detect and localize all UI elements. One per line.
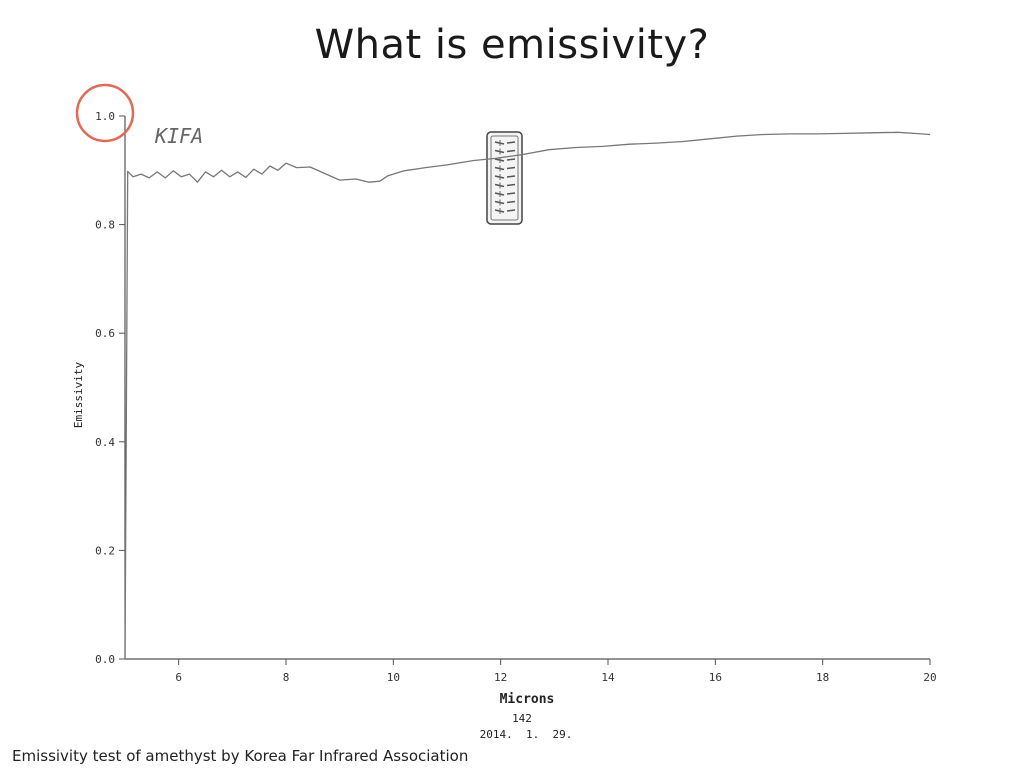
x-tick-label: 6	[175, 671, 182, 684]
y-tick-label: 0.8	[95, 219, 115, 232]
stamp-glyph	[506, 175, 516, 178]
stamp-glyph	[506, 209, 516, 212]
test-date: 2014. 1. 29.	[480, 728, 573, 741]
stamp-glyph	[506, 192, 516, 195]
x-tick-label: 16	[709, 671, 722, 684]
y-axis-label: Emissivity	[72, 362, 85, 429]
slide-title: What is emissivity?	[314, 22, 710, 68]
y-tick-label: 0.0	[95, 653, 115, 666]
stamp-glyph	[506, 141, 516, 144]
emissivity-curve	[124, 131, 931, 660]
highlight-circle	[75, 83, 135, 143]
stamp-border	[486, 131, 523, 225]
x-tick-label: 12	[494, 671, 507, 684]
stamp-seal	[486, 131, 523, 225]
x-tick-label: 18	[816, 671, 829, 684]
chart-axes: 0.0 0.2 0.4 0.6 0.8 1.0 6 8 10 12 14 16 18 20	[95, 110, 937, 684]
x-tick-label: 14	[601, 671, 615, 684]
stamp-glyph	[506, 158, 516, 161]
y-tick-label: 0.6	[95, 327, 115, 340]
stamp-glyph	[506, 149, 516, 153]
x-tick-label: 20	[923, 671, 936, 684]
chart-marks	[124, 131, 931, 660]
stamp-glyph	[506, 200, 516, 204]
slide-caption: Emissivity test of amethyst by Korea Far…	[12, 747, 469, 765]
stamp-inner-border	[490, 135, 519, 221]
y-tick-label: 0.2	[95, 544, 115, 557]
x-axis-label: Microns	[500, 692, 555, 707]
stamp-glyph	[506, 166, 516, 170]
sample-number: 142	[512, 712, 532, 725]
stamp-glyph	[506, 183, 516, 187]
y-tick-label: 0.4	[95, 436, 115, 449]
x-tick-label: 10	[387, 671, 400, 684]
kifa-brand-label: KIFA	[154, 124, 203, 148]
x-tick-label: 8	[283, 671, 290, 684]
y-tick-label: 1.0	[95, 110, 115, 123]
